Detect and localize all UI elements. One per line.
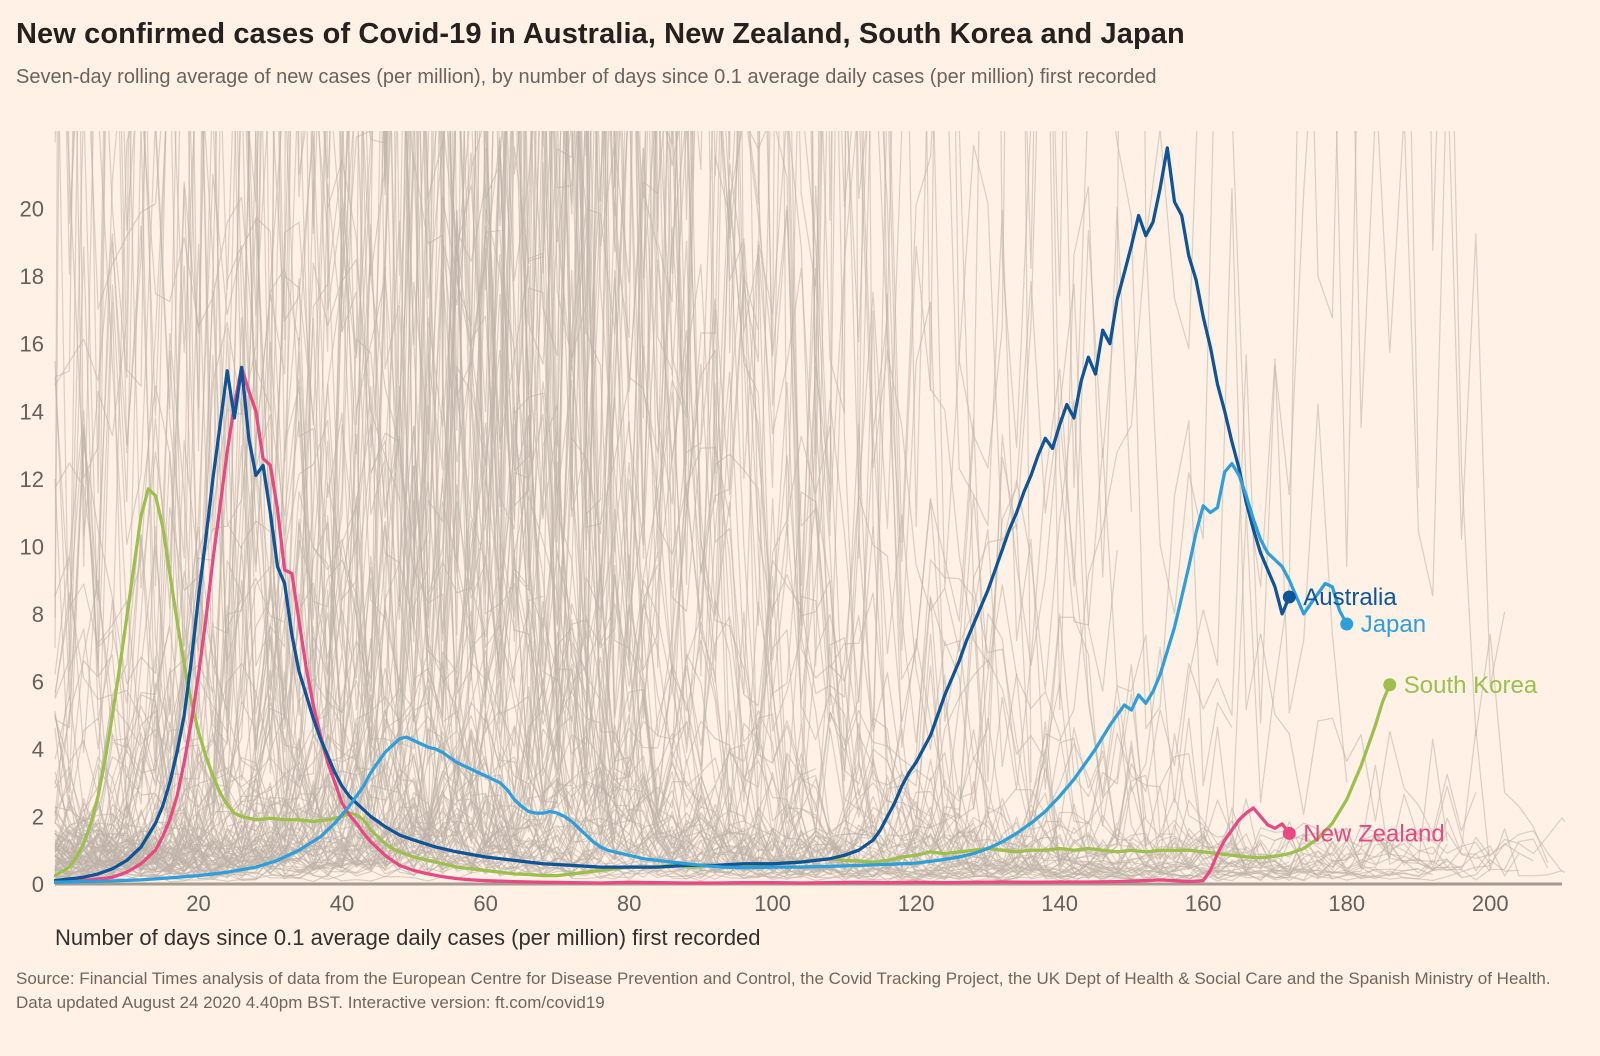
y-tick-label: 12	[20, 466, 44, 491]
background-line	[54, 130, 1491, 881]
background-line	[54, 130, 573, 793]
end-dot-new-zealand	[1282, 826, 1296, 840]
background-line	[54, 130, 859, 873]
end-dot-australia	[1282, 590, 1296, 604]
background-line	[54, 130, 1247, 867]
series-line-new-zealand	[54, 365, 1291, 885]
background-line	[54, 130, 1434, 880]
background-line	[54, 707, 515, 864]
y-tick-label: 4	[32, 737, 44, 762]
x-tick-label: 200	[1472, 891, 1509, 916]
series-line-australia	[54, 145, 1291, 882]
background-line	[54, 209, 687, 860]
series-line-japan	[54, 461, 1349, 884]
background-line	[54, 158, 831, 823]
y-tick-label: 20	[20, 196, 44, 221]
x-tick-label: 40	[330, 891, 354, 916]
y-tick-label: 8	[32, 602, 44, 627]
background-line	[54, 130, 1434, 879]
source-line-2: Data updated August 24 2020 4.40pm BST. …	[16, 993, 605, 1013]
y-axis-labels: 0 2 4 6 8 10 12 14 16 18 20	[20, 196, 44, 896]
y-tick-label: 16	[20, 331, 44, 356]
background-line	[54, 130, 1477, 871]
background-line	[54, 411, 1549, 875]
y-tick-label: 6	[32, 669, 44, 694]
covid-chart-page: New confirmed cases of Covid-19 in Austr…	[0, 0, 1600, 1016]
background-line	[54, 778, 989, 877]
x-axis-labels: 20 40 60 80 100 120 140 160 180 200	[186, 891, 1508, 916]
x-tick-label: 80	[617, 891, 641, 916]
background-line	[54, 280, 1118, 880]
line-chart: 0 2 4 6 8 10 12 14 16 18 20 20 40 60 80 100 120 140 160 180…	[20, 130, 1565, 916]
highlight-series-lines	[54, 145, 1392, 885]
end-dot-japan	[1340, 617, 1354, 631]
background-country-lines	[54, 130, 1565, 883]
background-line	[67, 130, 1132, 882]
series-label-australia: Australia	[1303, 584, 1397, 611]
x-tick-label: 60	[473, 891, 497, 916]
x-tick-label: 20	[186, 891, 210, 916]
y-tick-label: 10	[20, 534, 44, 559]
x-axis-title: Number of days since 0.1 average daily c…	[55, 924, 761, 950]
background-line	[54, 130, 1032, 869]
background-line	[58, 130, 759, 870]
y-tick-label: 0	[32, 872, 44, 897]
source-note: Source: Financial Times analysis of data…	[0, 967, 1600, 1016]
x-tick-label: 140	[1041, 891, 1078, 916]
background-line	[54, 130, 802, 824]
chart-header: New confirmed cases of Covid-19 in Austr…	[0, 0, 1600, 89]
series-label-japan: Japan	[1361, 611, 1426, 638]
y-tick-label: 2	[32, 804, 44, 829]
y-tick-label: 14	[20, 399, 44, 424]
background-line	[54, 763, 558, 877]
y-tick-label: 18	[20, 264, 44, 289]
series-label-south-korea: South Korea	[1404, 671, 1538, 698]
x-tick-label: 180	[1328, 891, 1365, 916]
x-tick-label: 120	[898, 891, 935, 916]
x-tick-label: 100	[754, 891, 791, 916]
chart-subtitle: Seven-day rolling average of new cases (…	[16, 65, 1157, 88]
background-line	[54, 130, 1565, 875]
source-line-1: Source: Financial Times analysis of data…	[16, 968, 1551, 988]
chart-title: New confirmed cases of Covid-19 in Austr…	[16, 18, 1185, 50]
end-dot-south-korea	[1383, 677, 1397, 691]
x-tick-label: 160	[1185, 891, 1222, 916]
background-line	[54, 130, 867, 869]
background-line	[54, 130, 1333, 879]
series-label-new-zealand: New Zealand	[1303, 820, 1444, 847]
background-line	[54, 130, 1060, 861]
